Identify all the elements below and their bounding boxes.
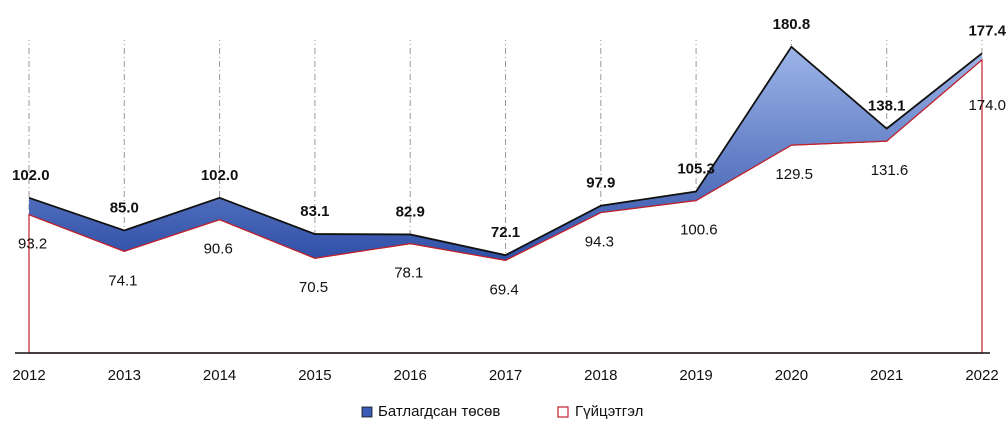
x-tick-label: 2019 <box>679 367 712 384</box>
legend-label: Гүйцэтгэл <box>575 403 643 420</box>
line <box>28 45 983 257</box>
legend-label: Батлагдсан төсөв <box>378 403 500 420</box>
value-label: 174.0 <box>968 97 1006 114</box>
value-label: 70.5 <box>299 279 328 296</box>
x-tick-label: 2012 <box>12 367 45 384</box>
legend-swatch <box>557 406 569 418</box>
value-label: 131.6 <box>871 162 909 179</box>
x-tick-label: 2020 <box>775 367 808 384</box>
value-label: 72.1 <box>491 224 520 241</box>
x-tick-label: 2016 <box>394 367 427 384</box>
value-label: 105.3 <box>677 160 715 177</box>
value-label: 83.1 <box>300 203 329 220</box>
x-tick-label: 2022 <box>965 367 998 384</box>
value-label: 180.8 <box>773 16 811 33</box>
x-tick-label: 2015 <box>298 367 331 384</box>
legend-swatch <box>361 406 373 418</box>
value-label: 102.0 <box>201 167 239 184</box>
value-label: 102.0 <box>12 167 50 184</box>
x-tick-label: 2014 <box>203 367 236 384</box>
value-label: 97.9 <box>586 175 615 192</box>
value-label: 138.1 <box>868 98 906 115</box>
x-tick-label: 2017 <box>489 367 522 384</box>
value-label: 177.4 <box>968 22 1006 39</box>
value-label: 69.4 <box>490 281 519 298</box>
value-label: 129.5 <box>775 166 813 183</box>
value-label: 100.6 <box>680 221 718 238</box>
value-label: 85.0 <box>110 199 139 216</box>
value-label: 78.1 <box>394 265 423 282</box>
value-label: 90.6 <box>204 241 233 258</box>
x-tick-label: 2013 <box>108 367 141 384</box>
value-label: 82.9 <box>396 203 425 220</box>
x-tick-label: 2021 <box>870 367 903 384</box>
line <box>28 59 983 261</box>
value-label: 74.1 <box>108 272 137 289</box>
value-label: 94.3 <box>585 234 614 251</box>
x-tick-label: 2018 <box>584 367 617 384</box>
value-label: 93.2 <box>18 236 47 253</box>
area-band <box>29 46 982 261</box>
